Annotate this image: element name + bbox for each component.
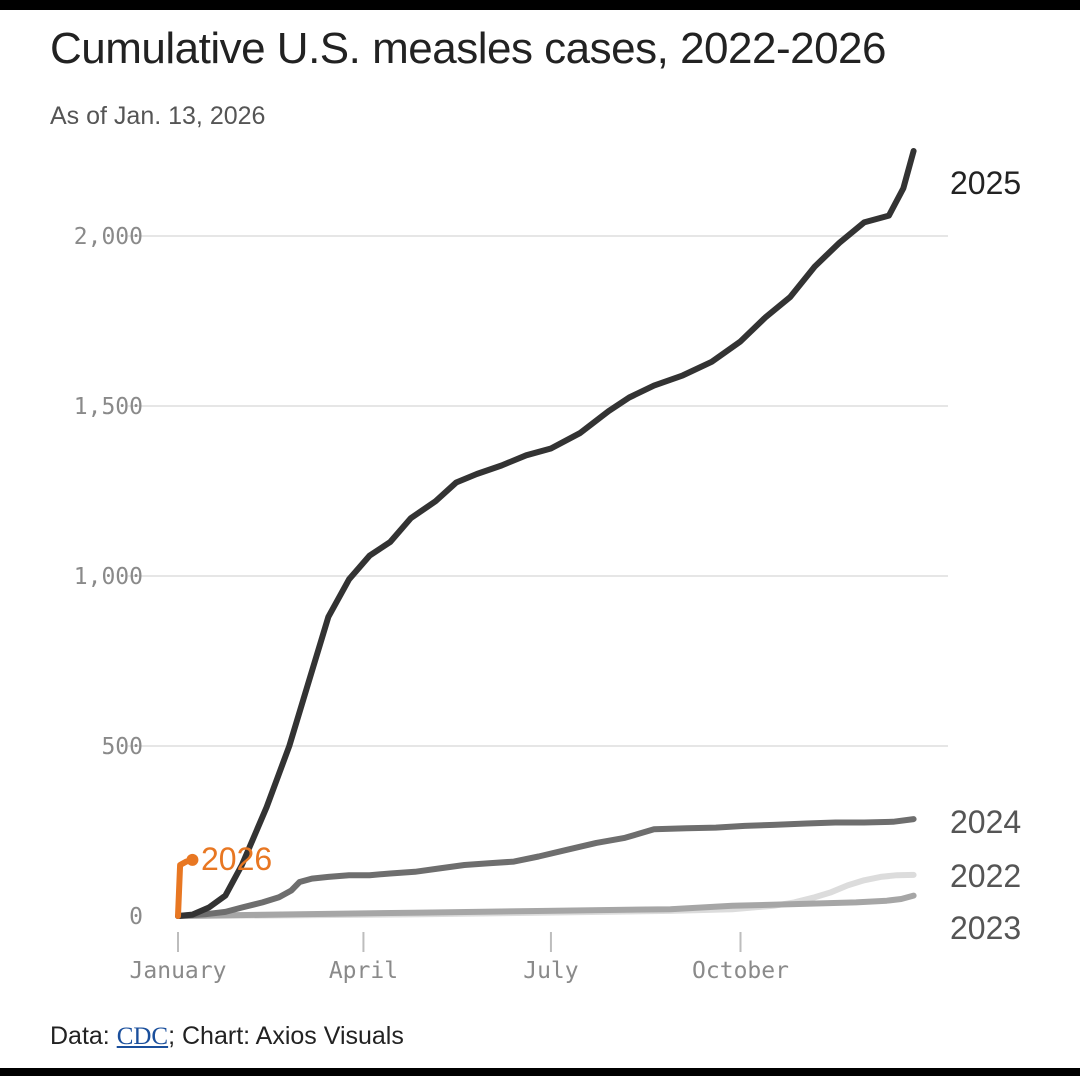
x-tick-label: October <box>692 958 789 984</box>
series-line-2026 <box>175 856 196 919</box>
gridlines: 0 500 1,000 1,500 2,000 <box>74 224 948 930</box>
y-tick-label: 0 <box>129 904 143 930</box>
series-line-2025 <box>175 148 917 919</box>
series-label-2025: 2025 <box>950 165 1021 201</box>
y-tick-label: 2,000 <box>74 224 143 250</box>
chart-card: Cumulative U.S. measles cases, 2022-2026… <box>0 10 1080 1068</box>
chart-subtitle: As of Jan. 13, 2026 <box>50 102 266 130</box>
x-tick-label: April <box>329 958 398 984</box>
series-label-2024: 2024 <box>950 804 1021 840</box>
footer-chart-credit: ; Chart: Axios Visuals <box>168 1022 404 1050</box>
y-tick-label: 500 <box>101 734 143 760</box>
line-chart: 0 500 1,000 1,500 2,000 January April July Octo… <box>74 148 1021 984</box>
series-line-2024 <box>175 816 917 919</box>
series-label-2022: 2022 <box>950 858 1021 894</box>
series-line-2023 <box>175 892 917 919</box>
x-tick-label: January <box>130 958 227 984</box>
source-link[interactable]: CDC <box>116 1023 169 1050</box>
footer-data-prefix: Data: <box>50 1022 117 1050</box>
series-labels: 2022 2023 2024 2025 2026 <box>201 165 1021 946</box>
series-lines <box>175 148 917 919</box>
chart-footer: Data: CDC; Chart: Axios Visuals <box>50 1022 404 1051</box>
x-tick-label: July <box>523 958 578 984</box>
series-label-2023: 2023 <box>950 910 1021 946</box>
chart-title: Cumulative U.S. measles cases, 2022-2026 <box>50 24 886 73</box>
series-endpoint-2026 <box>186 853 199 866</box>
y-tick-label: 1,500 <box>74 394 143 420</box>
x-axis-ticks: January April July October <box>130 932 789 984</box>
series-label-2026: 2026 <box>201 841 272 877</box>
y-tick-label: 1,000 <box>74 564 143 590</box>
